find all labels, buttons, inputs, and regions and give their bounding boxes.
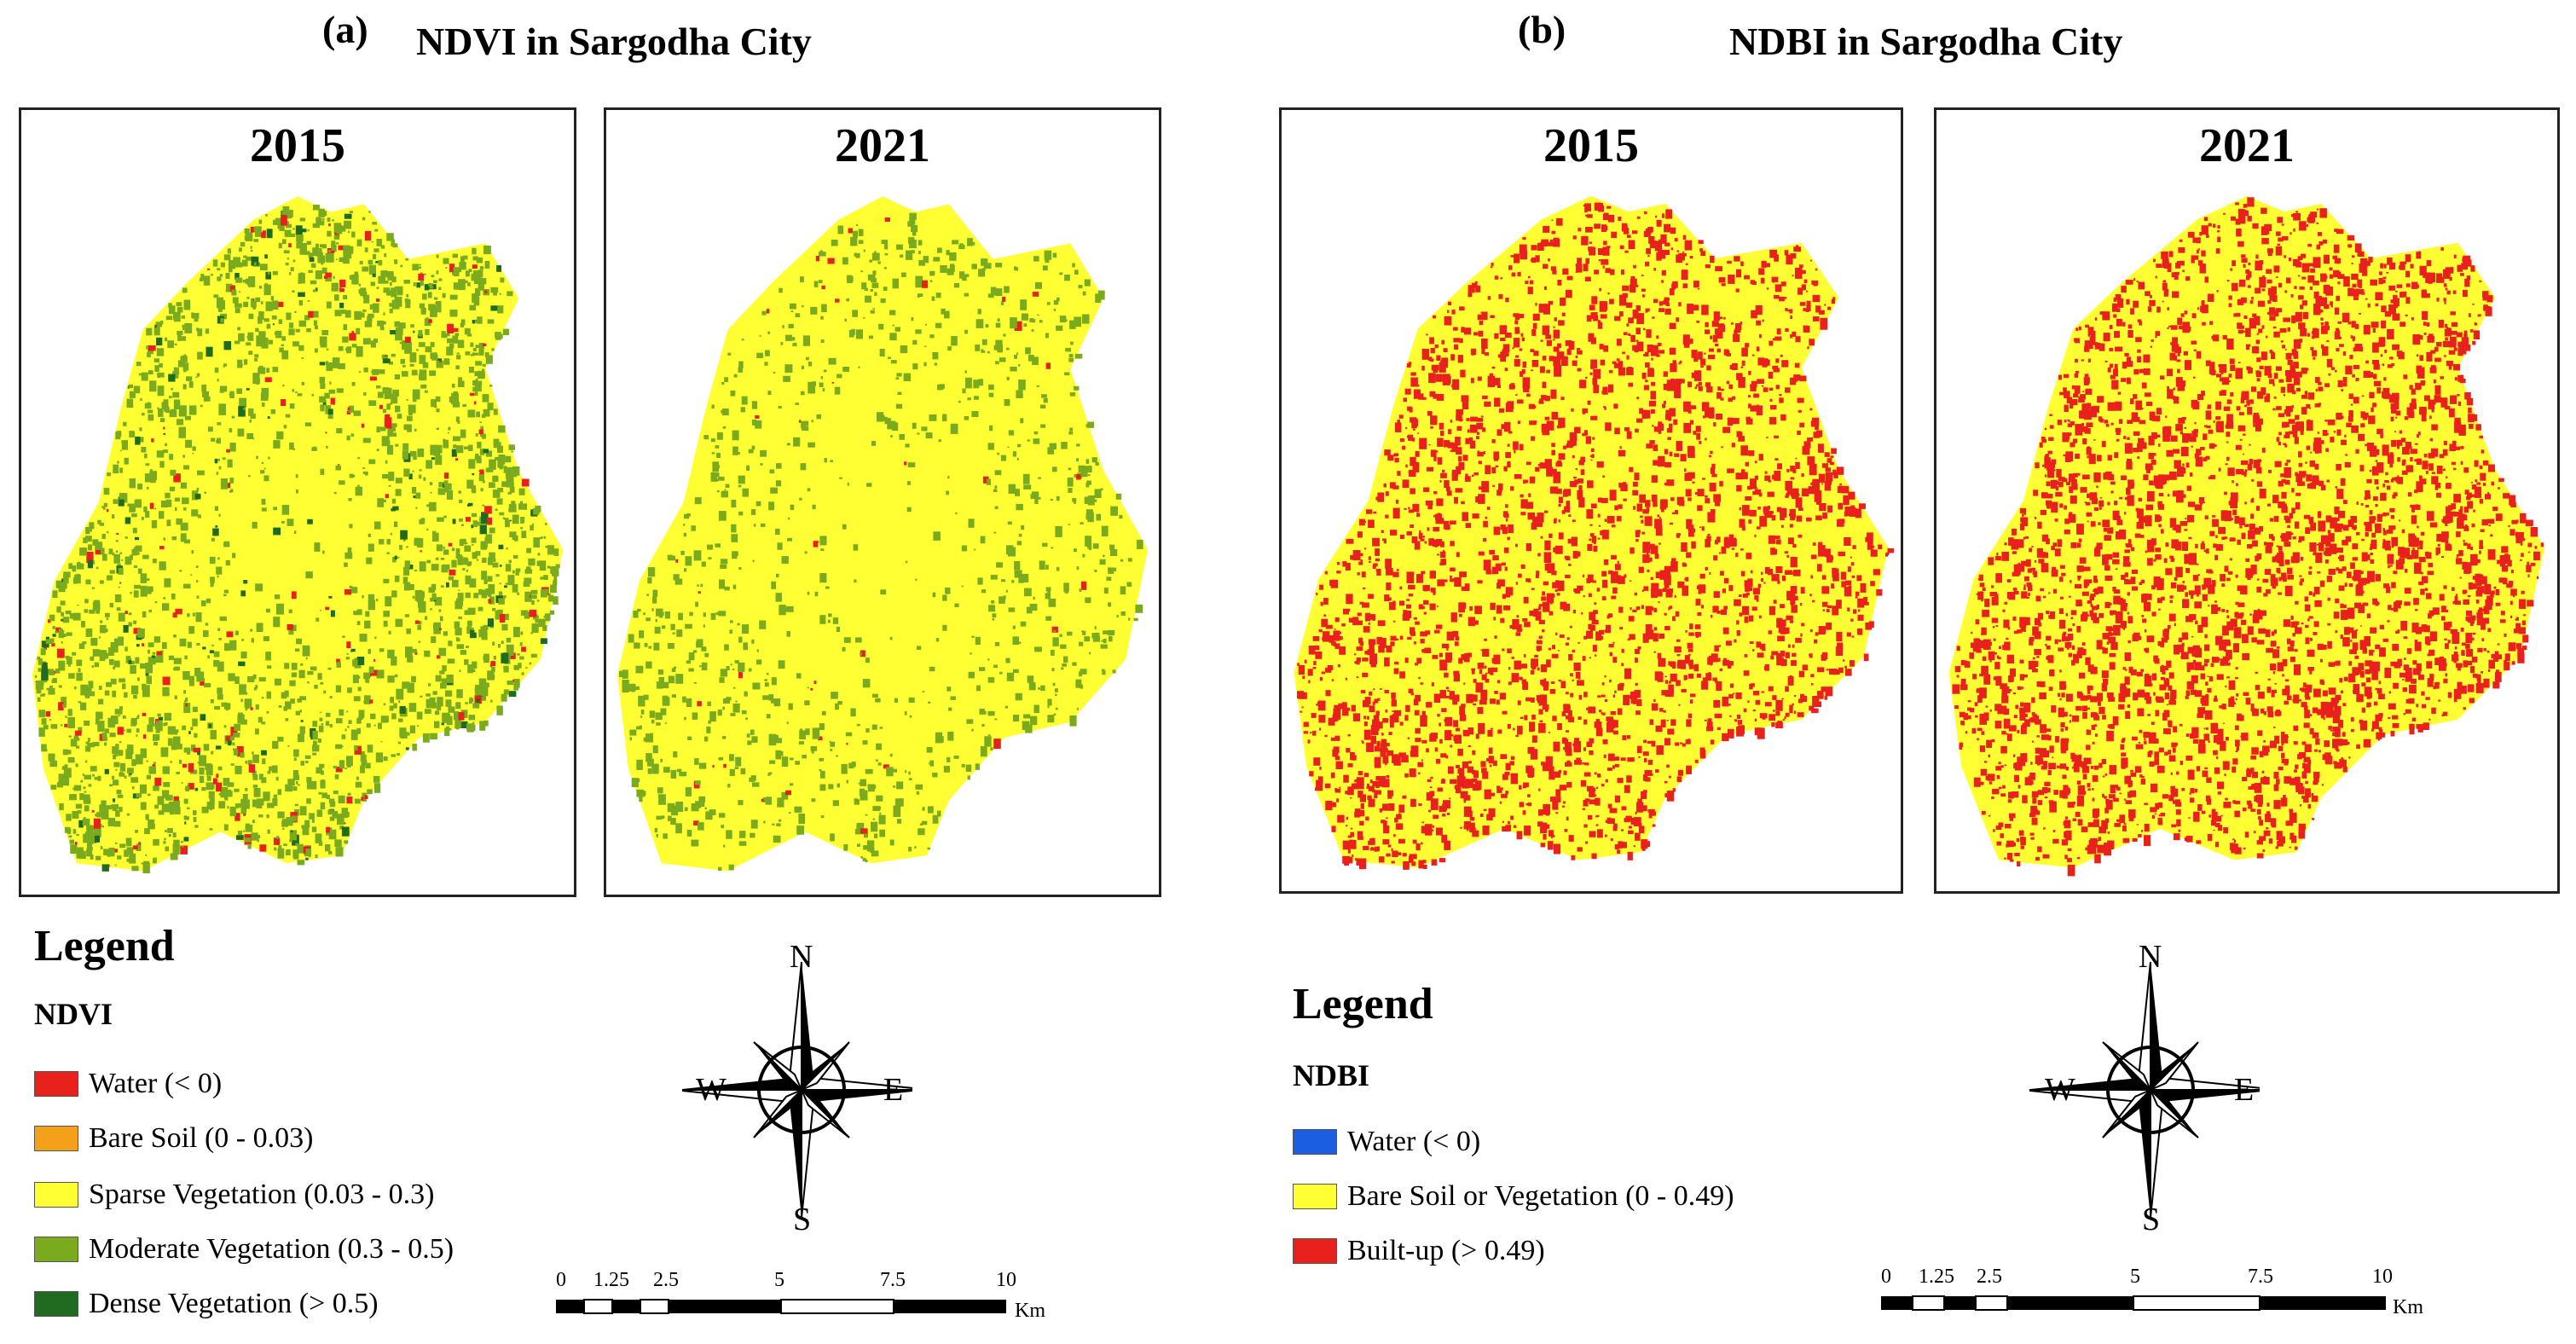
ndbi-2015-map bbox=[1294, 195, 1895, 870]
scale-tick-label: 5 bbox=[2130, 1266, 2140, 1288]
ndvi-compass-rose: N S E W bbox=[673, 939, 930, 1237]
south-label: S bbox=[793, 1202, 812, 1237]
panel-a-letter: (a) bbox=[322, 8, 368, 51]
ndbi-2021-map-frame: 2021 bbox=[1934, 107, 2560, 894]
ndbi-scale-bar: 0 1.25 2.5 5 7.5 10 Km bbox=[1881, 1266, 2423, 1325]
ndvi-2021-year: 2021 bbox=[835, 119, 930, 172]
ndvi-legend-index: NDVI bbox=[34, 997, 113, 1031]
scale-tick-label: 2.5 bbox=[653, 1269, 679, 1291]
ndvi-legend-item: Dense Vegetation (> 0.5) bbox=[34, 1288, 379, 1320]
ndvi-2015-year: 2015 bbox=[250, 119, 345, 172]
ndvi-legend-item: Sparse Vegetation (0.03 - 0.3) bbox=[34, 1179, 434, 1211]
panel-b-letter: (b) bbox=[1518, 8, 1566, 51]
scale-unit: Km bbox=[2393, 1296, 2423, 1318]
west-label: W bbox=[2045, 1072, 2075, 1108]
ndbi-legend-title: Legend bbox=[1293, 980, 1433, 1028]
scale-tick-label: 0 bbox=[1881, 1266, 1891, 1288]
east-label: E bbox=[883, 1072, 904, 1108]
ndbi-legend-item: Bare Soil or Vegetation (0 - 0.49) bbox=[1293, 1180, 1734, 1213]
ndvi-legend-label: Moderate Vegetation (0.3 - 0.5) bbox=[89, 1233, 454, 1265]
ndbi-swatch-bare-soil-vegetation bbox=[1293, 1184, 1337, 1209]
ndvi-legend-title: Legend bbox=[34, 922, 175, 970]
ndbi-legend-item: Built-up (> 0.49) bbox=[1293, 1235, 1545, 1267]
scale-tick-label: 10 bbox=[2372, 1266, 2393, 1288]
south-label: S bbox=[2142, 1202, 2161, 1237]
north-label: N bbox=[2139, 939, 2162, 975]
ndbi-swatch-built-up bbox=[1293, 1238, 1337, 1264]
ndvi-scale-bar: 0 1.25 2.5 5 7.5 10 Km bbox=[556, 1269, 1085, 1329]
compass-rose-icon bbox=[2022, 961, 2279, 1219]
east-label: E bbox=[2234, 1072, 2255, 1108]
ndvi-legend-item: Moderate Vegetation (0.3 - 0.5) bbox=[34, 1233, 454, 1266]
ndvi-swatch-bare-soil bbox=[34, 1126, 78, 1151]
ndvi-legend-label: Bare Soil (0 - 0.03) bbox=[89, 1122, 314, 1154]
ndvi-2015-map-frame: 2015 bbox=[19, 107, 576, 897]
ndbi-legend-label: Bare Soil or Vegetation (0 - 0.49) bbox=[1347, 1180, 1734, 1212]
land-cover-patches bbox=[1297, 202, 1895, 870]
scale-tick-label: 2.5 bbox=[1977, 1266, 2002, 1288]
north-label: N bbox=[790, 939, 813, 975]
ndvi-swatch-moderate-vegetation bbox=[34, 1237, 78, 1262]
ndbi-legend-index: NDBI bbox=[1293, 1058, 1370, 1092]
ndbi-compass-rose: N S E W bbox=[2022, 939, 2279, 1237]
scale-bar-segments bbox=[556, 1299, 1006, 1314]
ndvi-2021-map-frame: 2021 bbox=[604, 107, 1161, 897]
ndbi-2021-year: 2021 bbox=[2199, 119, 2295, 172]
compass-rose-icon bbox=[673, 961, 930, 1219]
scale-bar-segments bbox=[1881, 1295, 2386, 1311]
ndvi-legend-item: Bare Soil (0 - 0.03) bbox=[34, 1122, 313, 1155]
ndvi-swatch-water bbox=[34, 1071, 78, 1097]
land-cover-patches bbox=[34, 205, 560, 874]
ndvi-swatch-sparse-vegetation bbox=[34, 1182, 78, 1208]
ndvi-2015-map bbox=[32, 196, 564, 874]
ndbi-legend-label: Water (< 0) bbox=[1347, 1126, 1481, 1157]
land-cover-patches bbox=[1952, 197, 2544, 877]
panel-a-title: NDVI in Sargodha City bbox=[416, 20, 812, 63]
scale-tick-label: 7.5 bbox=[880, 1269, 906, 1291]
scale-tick-label: 10 bbox=[996, 1269, 1016, 1291]
ndvi-legend-label: Dense Vegetation (> 0.5) bbox=[89, 1288, 379, 1319]
scale-tick-label: 1.25 bbox=[593, 1269, 629, 1291]
scale-tick-label: 7.5 bbox=[2248, 1266, 2273, 1288]
scale-tick-label: 1.25 bbox=[1919, 1266, 1954, 1288]
ndbi-legend-item: Water (< 0) bbox=[1293, 1126, 1480, 1158]
scale-tick-label: 0 bbox=[556, 1269, 566, 1291]
ndbi-2015-year: 2015 bbox=[1543, 119, 1639, 172]
ndbi-2015-map-frame: 2015 bbox=[1279, 107, 1903, 894]
ndvi-legend-label: Water (< 0) bbox=[89, 1068, 223, 1099]
ndvi-swatch-dense-vegetation bbox=[34, 1291, 78, 1317]
ndbi-2021-map bbox=[1948, 195, 2545, 877]
west-label: W bbox=[696, 1072, 726, 1108]
ndvi-2021-map bbox=[617, 196, 1149, 872]
city-area bbox=[1948, 195, 2545, 868]
city-area bbox=[617, 196, 1149, 872]
ndvi-legend-label: Sparse Vegetation (0.03 - 0.3) bbox=[89, 1179, 435, 1210]
scale-tick-label: 5 bbox=[774, 1269, 784, 1291]
ndvi-legend-item: Water (< 0) bbox=[34, 1068, 222, 1100]
ndbi-legend-label: Built-up (> 0.49) bbox=[1347, 1235, 1545, 1266]
land-cover-patches bbox=[619, 212, 1143, 871]
panel-b-title: NDBI in Sargodha City bbox=[1729, 20, 2123, 63]
scale-unit: Km bbox=[1015, 1300, 1045, 1322]
ndbi-swatch-water bbox=[1293, 1129, 1337, 1155]
